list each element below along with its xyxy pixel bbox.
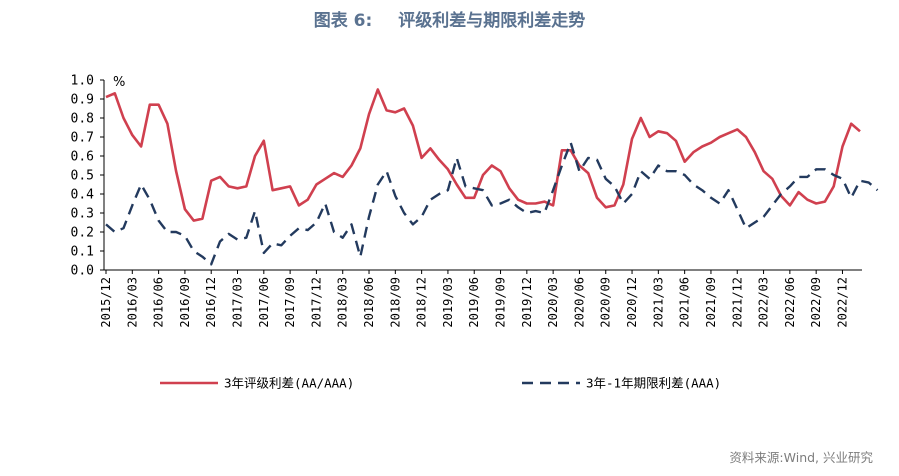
x-tick-label: 2018/09	[388, 277, 402, 328]
series-layer	[105, 88, 879, 266]
x-tick-label: 2021/12	[730, 277, 744, 328]
x-tick-label: 2022/03	[757, 277, 771, 328]
x-tick-label: 2020/12	[625, 277, 639, 328]
x-axis-ticks: 2015/12 2016/03 2016/06 2016/09 2016/12 2017/…	[99, 270, 849, 328]
x-tick-label: 2016/12	[204, 277, 218, 328]
x-tick-label: 2015/12	[99, 277, 113, 328]
chart-title-text: 评级利差与期限利差走势	[398, 11, 586, 31]
x-tick-label: 2018/06	[362, 277, 376, 328]
y-tick-label: 0.0	[71, 264, 94, 279]
series-line-term_spread	[105, 141, 879, 266]
y-axis-ticks: 1.0 0.9 0.8 0.7 0.6 0.5 0.4 0.3 0.2 0.1 0.0	[71, 74, 104, 279]
x-tick-label: 2019/12	[520, 277, 534, 328]
x-tick-label: 2022/09	[809, 277, 823, 328]
y-tick-label: 0.2	[71, 226, 94, 241]
x-tick-label: 2017/03	[231, 277, 245, 328]
source-note: 资料来源:Wind, 兴业研究	[729, 450, 873, 465]
x-tick-label: 2016/03	[125, 277, 139, 328]
y-tick-label: 0.4	[71, 188, 95, 203]
x-tick-label: 2018/12	[415, 277, 429, 328]
x-tick-label: 2021/09	[704, 277, 718, 328]
y-tick-label: 0.3	[71, 207, 94, 222]
y-tick-label: 0.8	[71, 112, 94, 127]
x-tick-label: 2017/12	[309, 277, 323, 328]
x-tick-label: 2016/09	[178, 277, 192, 328]
x-tick-label: 2019/03	[441, 277, 455, 328]
y-tick-label: 0.6	[71, 150, 94, 165]
x-tick-label: 2020/06	[572, 277, 586, 328]
x-tick-label: 2017/06	[257, 277, 271, 328]
series-line-rating_spread	[105, 88, 861, 222]
x-tick-label: 2018/03	[336, 277, 350, 328]
x-tick-label: 2017/09	[283, 277, 297, 328]
x-tick-label: 2022/12	[835, 277, 849, 328]
x-tick-label: 2016/06	[152, 277, 166, 328]
legend: 3年评级利差(AA/AAA) 3年-1年期限利差(AAA)	[160, 376, 721, 391]
x-tick-label: 2020/09	[599, 277, 613, 328]
legend-label-rating_spread: 3年评级利差(AA/AAA)	[224, 376, 354, 391]
y-axis-unit-label: %	[113, 75, 125, 90]
x-tick-label: 2019/09	[494, 277, 508, 328]
legend-label-term_spread: 3年-1年期限利差(AAA)	[586, 376, 721, 391]
x-tick-label: 2022/06	[783, 277, 797, 328]
y-tick-label: 0.7	[71, 131, 94, 146]
x-tick-label: 2021/06	[678, 277, 692, 328]
x-tick-label: 2019/06	[467, 277, 481, 328]
y-tick-label: 0.1	[71, 245, 94, 260]
y-tick-label: 1.0	[71, 74, 94, 89]
y-tick-label: 0.5	[71, 169, 94, 184]
chart-title: 图表 6: 评级利差与期限利差走势	[0, 6, 899, 31]
x-tick-label: 2021/03	[651, 277, 665, 328]
chart-title-label: 图表 6:	[313, 11, 373, 31]
y-tick-label: 0.9	[71, 93, 94, 108]
x-tick-label: 2020/03	[546, 277, 560, 328]
